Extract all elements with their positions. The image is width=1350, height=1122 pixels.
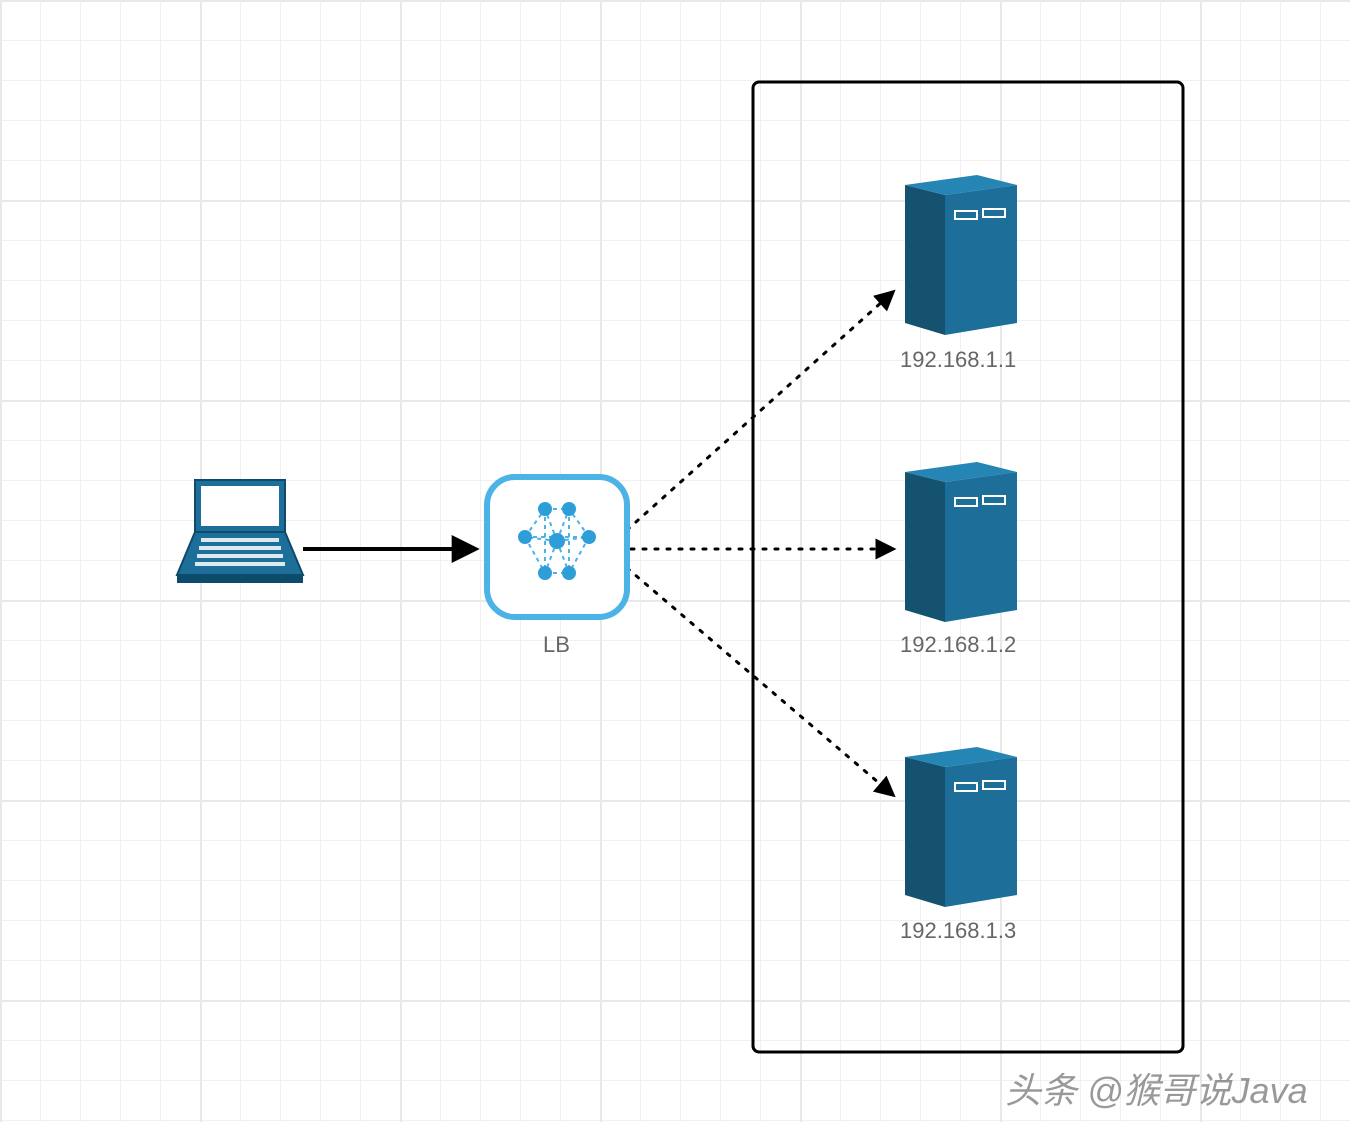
server1-label: 192.168.1.1 xyxy=(900,347,1016,373)
laptop-node xyxy=(177,480,303,583)
server3-node xyxy=(905,747,1017,907)
server2-node xyxy=(905,462,1017,622)
server1-node xyxy=(905,175,1017,335)
watermark-text: 头条 @猴哥说Java xyxy=(1005,1062,1308,1114)
server3-label: 192.168.1.3 xyxy=(900,918,1016,944)
lb-label: LB xyxy=(543,632,570,658)
server2-label: 192.168.1.2 xyxy=(900,632,1016,658)
edge-lb-server3 xyxy=(627,568,893,795)
lb-node xyxy=(487,477,627,617)
diagram-canvas xyxy=(0,0,1350,1122)
edge-lb-server1 xyxy=(627,292,893,530)
